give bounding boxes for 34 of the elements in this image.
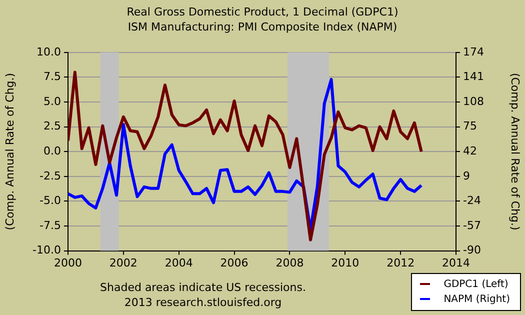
chart-subtitle: ISM Manufacturing: PMI Composite Index (NAPM) — [128, 20, 398, 34]
y-tick-label: 0.0 — [44, 144, 61, 158]
x-tick-label: 2002 — [109, 256, 138, 270]
y-axis-title: (Comp. Annual Rate of Chg.) — [3, 72, 16, 230]
x-tick-label: 2008 — [276, 256, 304, 270]
x-tick-label: 2010 — [331, 256, 360, 270]
x-tick-label: 2006 — [220, 256, 248, 270]
y-tick-label: -5.0 — [40, 194, 61, 208]
y2-tick-label: 42 — [463, 144, 477, 158]
chart-title: Real Gross Domestic Product, 1 Decimal (GDPC1) — [126, 5, 398, 18]
y-tick-label: -10.0 — [32, 244, 61, 257]
x-tick-label: 2004 — [164, 256, 193, 270]
y2-tick-label: 141 — [463, 70, 484, 84]
text: Shaded areas indicate US recessions. — [100, 280, 306, 294]
y2-tick-label: -90 — [463, 244, 481, 257]
y2-tick-label: 174 — [463, 45, 484, 58]
x-tick-label: 2000 — [54, 256, 82, 270]
x-tick-label: 2014 — [442, 256, 470, 270]
y2-tick-label: 108 — [463, 94, 484, 108]
y-tick-label: -2.5 — [40, 169, 61, 182]
y-tick-label: 2.5 — [44, 120, 61, 133]
y2-axis-title: (Comp. Annual Rate of Chg.) — [508, 72, 522, 230]
x-tick-label: 2012 — [386, 256, 415, 270]
legend-label: NAPM (Right) — [444, 294, 510, 305]
y-tick-label: 7.5 — [44, 70, 61, 84]
y2-tick-label: 9 — [463, 169, 470, 182]
text: 2013 research.stlouisfed.org — [124, 296, 282, 309]
y2-tick-label: 75 — [463, 120, 477, 133]
legend-label: GDPC1 (Left) — [444, 279, 508, 290]
y-tick-label: 5.0 — [44, 94, 61, 108]
y-tick-label: -7.5 — [40, 218, 61, 232]
y-tick-label: 10.0 — [36, 45, 61, 58]
y2-tick-label: -57 — [463, 218, 481, 232]
y2-tick-label: -24 — [463, 194, 481, 208]
